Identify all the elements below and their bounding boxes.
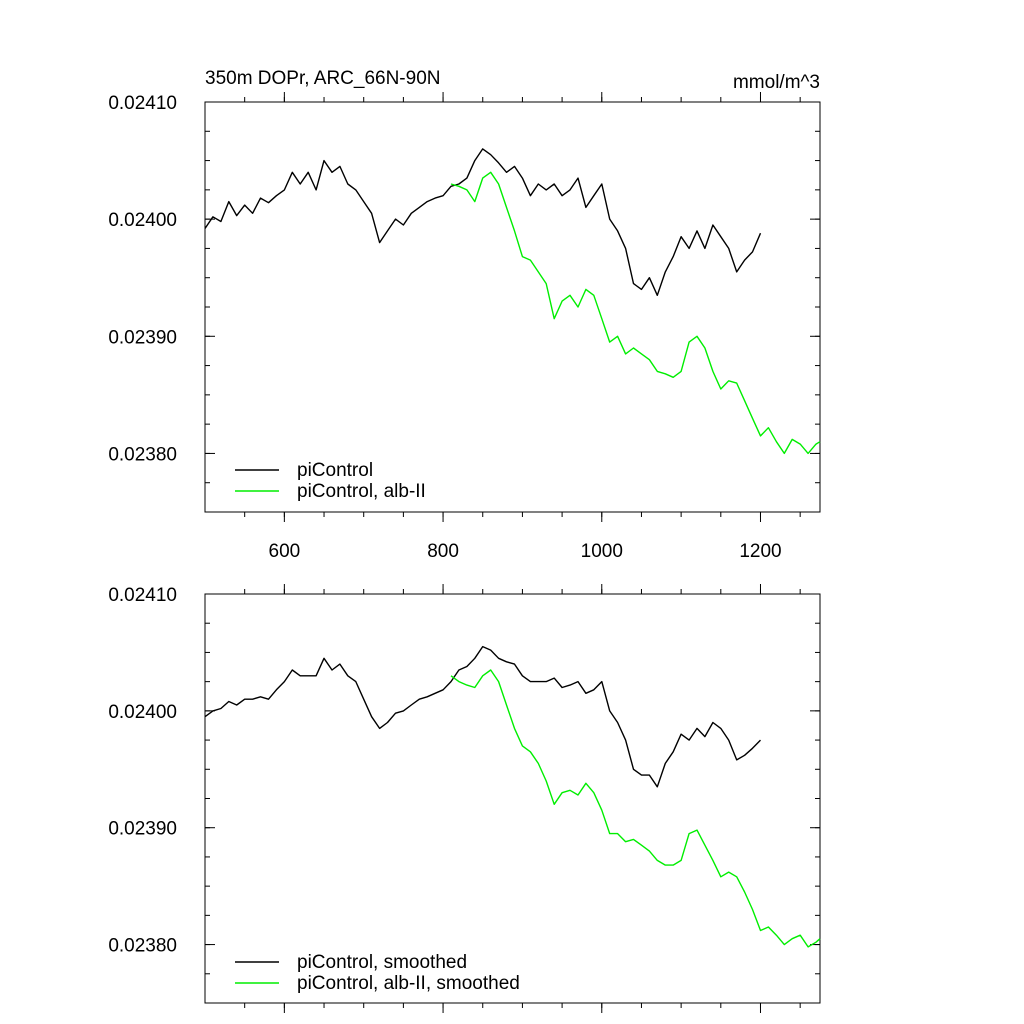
x-tick-label: 600 bbox=[269, 541, 301, 562]
y-tick-label: 0.02390 bbox=[108, 327, 177, 348]
bottom-panel: 0.02380 0.02390 0.02400 0.02410 piControl, s… bbox=[108, 584, 821, 1013]
legend-label: piControl, smoothed bbox=[297, 952, 467, 973]
legend-label: piControl bbox=[297, 460, 373, 481]
y-tick-label: 0.02380 bbox=[108, 936, 177, 957]
plot-frame bbox=[204, 101, 821, 513]
legend-label: piControl, alb-II bbox=[297, 481, 426, 502]
chart-title: 350m DOPr, ARC_66N-90N bbox=[205, 68, 441, 89]
x-tick-label: 1200 bbox=[739, 541, 781, 562]
x-tick-label: 800 bbox=[427, 541, 459, 562]
top-panel: 0.02380 0.02390 0.02400 0.02410 600 800 1000 12… bbox=[108, 68, 821, 562]
plot-frame bbox=[204, 593, 821, 1004]
y-tick-label: 0.02410 bbox=[108, 93, 177, 114]
y-tick-label: 0.02390 bbox=[108, 819, 177, 840]
y-tick-label: 0.02400 bbox=[108, 210, 177, 231]
y-tick-label: 0.02380 bbox=[108, 444, 177, 465]
y-tick-label: 0.02410 bbox=[108, 585, 177, 606]
series-line-control bbox=[204, 148, 762, 296]
series-line-experiment bbox=[450, 669, 821, 948]
series-line-control bbox=[204, 645, 762, 788]
x-tick-label: 1000 bbox=[581, 541, 623, 562]
series-line-experiment bbox=[450, 171, 821, 455]
units-label: mmol/m^3 bbox=[733, 72, 820, 93]
y-tick-label: 0.02400 bbox=[108, 702, 177, 723]
legend-label: piControl, alb-II, smoothed bbox=[297, 973, 520, 994]
